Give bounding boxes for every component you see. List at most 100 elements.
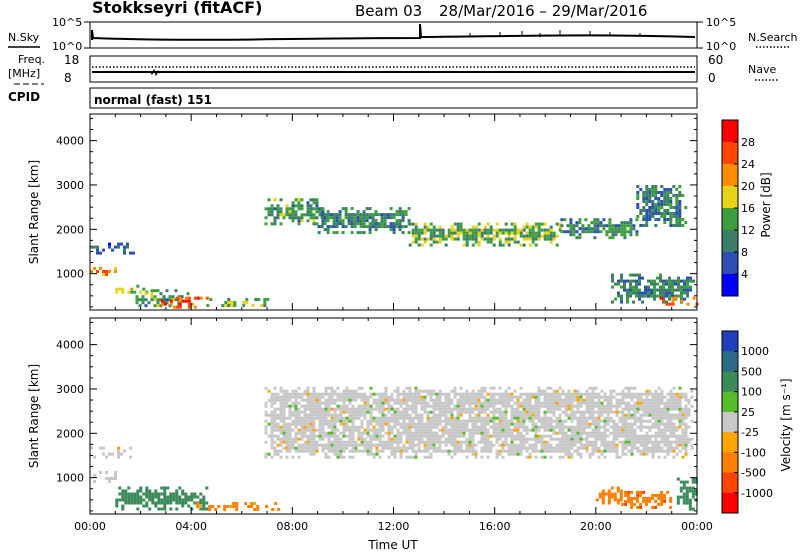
data-cell [492, 386, 496, 390]
noise-spikes [469, 30, 641, 37]
data-cell [387, 455, 391, 459]
data-cell [597, 398, 601, 402]
data-cell [666, 446, 670, 450]
data-cell [447, 422, 451, 426]
data-cell [588, 431, 592, 435]
data-cell [285, 449, 289, 453]
colorbar-tick-label: 8 [741, 246, 748, 259]
data-cell [618, 416, 622, 420]
data-cell [647, 285, 650, 289]
data-cell [389, 228, 393, 232]
data-cell [282, 431, 286, 435]
data-cell [647, 288, 650, 292]
data-cell [486, 234, 490, 238]
data-cell [663, 410, 667, 414]
data-cell [486, 228, 490, 232]
data-cell [590, 227, 594, 231]
data-cell [501, 228, 505, 232]
data-cell [582, 446, 586, 450]
data-cell [672, 194, 676, 197]
data-cell [684, 392, 688, 396]
data-cell [516, 404, 520, 408]
data-cell [480, 228, 484, 232]
data-cell [291, 410, 295, 414]
data-cell [519, 452, 523, 456]
data-cell [438, 449, 442, 453]
data-cell [666, 425, 670, 429]
data-cell [435, 407, 439, 411]
data-cell [330, 386, 334, 390]
data-cell [519, 386, 523, 390]
data-cell [279, 428, 283, 432]
data-cell [572, 224, 576, 228]
data-cell [359, 225, 363, 229]
data-cell [450, 425, 454, 429]
data-cell [336, 446, 340, 450]
data-cell [540, 443, 544, 447]
data-cell [510, 446, 514, 450]
data-cell [306, 207, 310, 211]
data-cell [163, 507, 167, 511]
data-cell [654, 413, 658, 417]
data-cell [606, 419, 610, 423]
data-cell [270, 428, 274, 432]
data-cell [654, 446, 658, 450]
data-cell [408, 437, 412, 441]
data-cell [348, 410, 352, 414]
data-cell [264, 386, 268, 390]
data-cell [600, 413, 604, 417]
data-cell [150, 298, 154, 302]
data-cell [359, 213, 363, 217]
data-cell [378, 404, 382, 408]
data-cell [432, 407, 436, 411]
data-cell [642, 209, 646, 212]
data-cell [270, 213, 274, 217]
data-cell [447, 410, 451, 414]
data-cell [635, 282, 638, 286]
data-cell [320, 225, 324, 229]
data-cell [627, 496, 631, 500]
data-cell [477, 222, 481, 226]
data-cell [650, 279, 653, 283]
data-cell [369, 437, 373, 441]
colorbar-swatch [722, 142, 738, 165]
data-cell [245, 298, 249, 301]
data-cell [546, 228, 550, 232]
data-cell [115, 504, 119, 508]
data-cell [570, 413, 574, 417]
data-cell [534, 392, 538, 396]
data-cell [549, 392, 553, 396]
data-cell [645, 392, 649, 396]
data-cell [678, 398, 682, 402]
data-cell [627, 392, 631, 396]
data-cell [160, 498, 164, 502]
data-cell [603, 398, 607, 402]
data-cell [585, 443, 589, 447]
data-cell [642, 224, 646, 227]
data-cell [558, 222, 562, 226]
data-cell [169, 492, 173, 496]
data-cell [414, 437, 418, 441]
data-cell [665, 291, 668, 295]
data-cell [227, 298, 231, 301]
data-cell [303, 449, 307, 453]
data-cell [662, 282, 665, 286]
data-cell [633, 413, 637, 417]
data-cell [447, 228, 451, 232]
data-cell [552, 449, 556, 453]
data-cell [291, 404, 295, 408]
data-cell [347, 222, 351, 226]
data-cell [465, 243, 469, 247]
data-cell [620, 294, 623, 298]
data-cell [615, 422, 619, 426]
data-cell [297, 446, 301, 450]
data-cell [329, 213, 333, 217]
data-cell [573, 413, 577, 417]
data-cell [480, 395, 484, 399]
data-cell [465, 446, 469, 450]
data-cell [426, 404, 430, 408]
data-cell [324, 416, 328, 420]
data-cell [414, 431, 418, 435]
data-cell [525, 395, 529, 399]
data-cell [576, 392, 580, 396]
